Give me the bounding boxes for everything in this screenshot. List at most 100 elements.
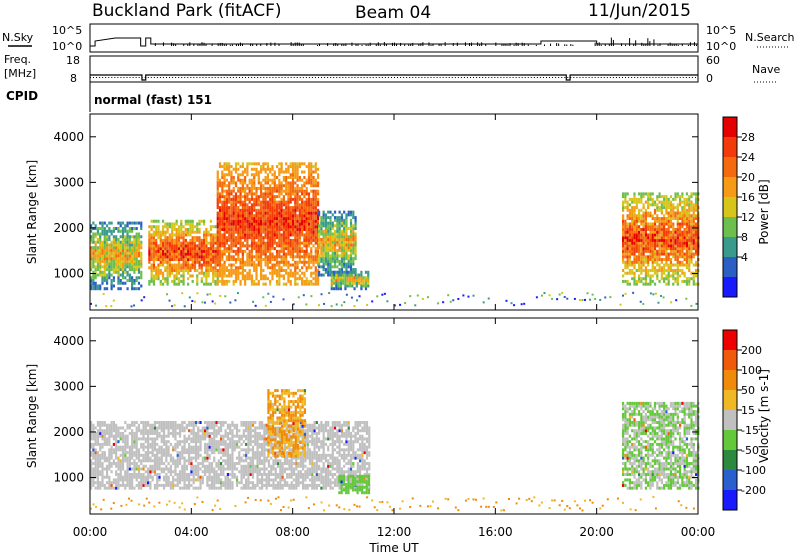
power-cell — [296, 241, 299, 245]
power-cell — [647, 206, 650, 210]
velocity-cell — [96, 478, 100, 482]
power-cell — [688, 233, 691, 237]
power-cell — [674, 252, 677, 256]
power-cell — [230, 197, 233, 201]
power-cell — [298, 236, 301, 240]
power-cell — [535, 296, 538, 299]
power-cell — [681, 230, 684, 234]
nave-mark — [153, 77, 155, 78]
power-cell — [216, 249, 219, 253]
power-cell — [683, 238, 686, 242]
power-cell — [119, 235, 122, 239]
power-cell — [289, 241, 292, 245]
nave-mark — [679, 77, 681, 78]
power-cell — [344, 273, 347, 277]
power-cell — [246, 217, 249, 221]
nave-mark — [238, 77, 240, 78]
power-cell — [241, 277, 244, 281]
power-cell — [171, 271, 174, 275]
power-cell — [262, 192, 265, 196]
power-cell — [266, 165, 270, 169]
power-cell — [126, 279, 129, 283]
power-cell — [101, 276, 104, 280]
power-cell — [124, 237, 127, 241]
power-cell — [343, 227, 346, 231]
power-cell — [257, 200, 260, 204]
velocity-cell — [101, 445, 104, 449]
power-cell — [631, 249, 634, 253]
power-cell — [347, 210, 350, 214]
power-cell — [269, 252, 272, 256]
power-cell — [275, 211, 279, 215]
power-cell — [622, 214, 625, 218]
power-cell — [124, 251, 127, 255]
power-cell — [248, 233, 251, 237]
power-cell — [355, 281, 358, 285]
power-cell — [622, 200, 625, 204]
power-cell — [239, 282, 242, 286]
power-cell — [310, 274, 313, 278]
power-cell — [688, 214, 691, 218]
power-cell — [679, 260, 682, 264]
power-cell — [124, 227, 127, 231]
power-cell — [221, 271, 224, 275]
velocity-cell — [92, 456, 95, 460]
power-cell — [202, 271, 206, 275]
power-cell — [663, 266, 666, 270]
power-cell — [259, 203, 263, 207]
power-cell — [221, 263, 224, 267]
power-cell — [157, 258, 160, 262]
power-cell — [656, 249, 659, 253]
power-cell — [133, 279, 136, 283]
power-cell — [262, 208, 265, 212]
power-cell — [307, 282, 311, 286]
power-cell — [99, 268, 102, 272]
power-cell — [285, 217, 288, 221]
power-cell — [237, 222, 240, 226]
power-cell — [330, 279, 333, 283]
power-cell — [228, 162, 231, 166]
power-cell — [318, 257, 321, 261]
power-cell — [266, 233, 270, 237]
power-cell — [131, 284, 134, 288]
power-cell — [105, 259, 109, 263]
power-cell — [253, 260, 256, 264]
power-cell — [343, 254, 346, 258]
power-cell — [683, 203, 686, 207]
power-cell — [349, 268, 353, 272]
power-cell — [354, 254, 357, 258]
power-cell — [191, 241, 194, 245]
power-cell — [332, 276, 336, 280]
power-cell — [278, 189, 281, 193]
power-cell — [232, 219, 235, 223]
power-cell — [246, 197, 249, 201]
nave-mark — [351, 77, 353, 78]
colorbar-segment — [723, 257, 737, 277]
power-cell — [202, 260, 206, 264]
power-cell — [124, 248, 127, 252]
power-cell — [253, 247, 256, 251]
power-cell — [161, 219, 165, 223]
power-cell — [177, 279, 181, 283]
power-cell — [246, 274, 249, 278]
power-cell — [320, 216, 323, 220]
velocity-cell — [101, 481, 104, 485]
velocity-cell — [126, 481, 129, 485]
power-cell — [631, 260, 634, 264]
power-cell — [287, 279, 290, 283]
power-cell — [327, 259, 330, 263]
power-cell — [314, 241, 317, 245]
power-cell — [218, 206, 222, 210]
power-cell — [322, 248, 325, 252]
power-cell — [184, 227, 187, 231]
power-cell — [262, 252, 265, 256]
power-cell — [191, 274, 194, 278]
power-cell — [275, 208, 279, 212]
velocity-cell — [119, 467, 122, 471]
power-cell — [314, 227, 317, 231]
power-cell — [282, 277, 285, 281]
power-cell — [282, 200, 285, 204]
velocity-cell — [108, 451, 111, 455]
power-cell — [651, 244, 654, 248]
power-cell — [314, 277, 317, 281]
